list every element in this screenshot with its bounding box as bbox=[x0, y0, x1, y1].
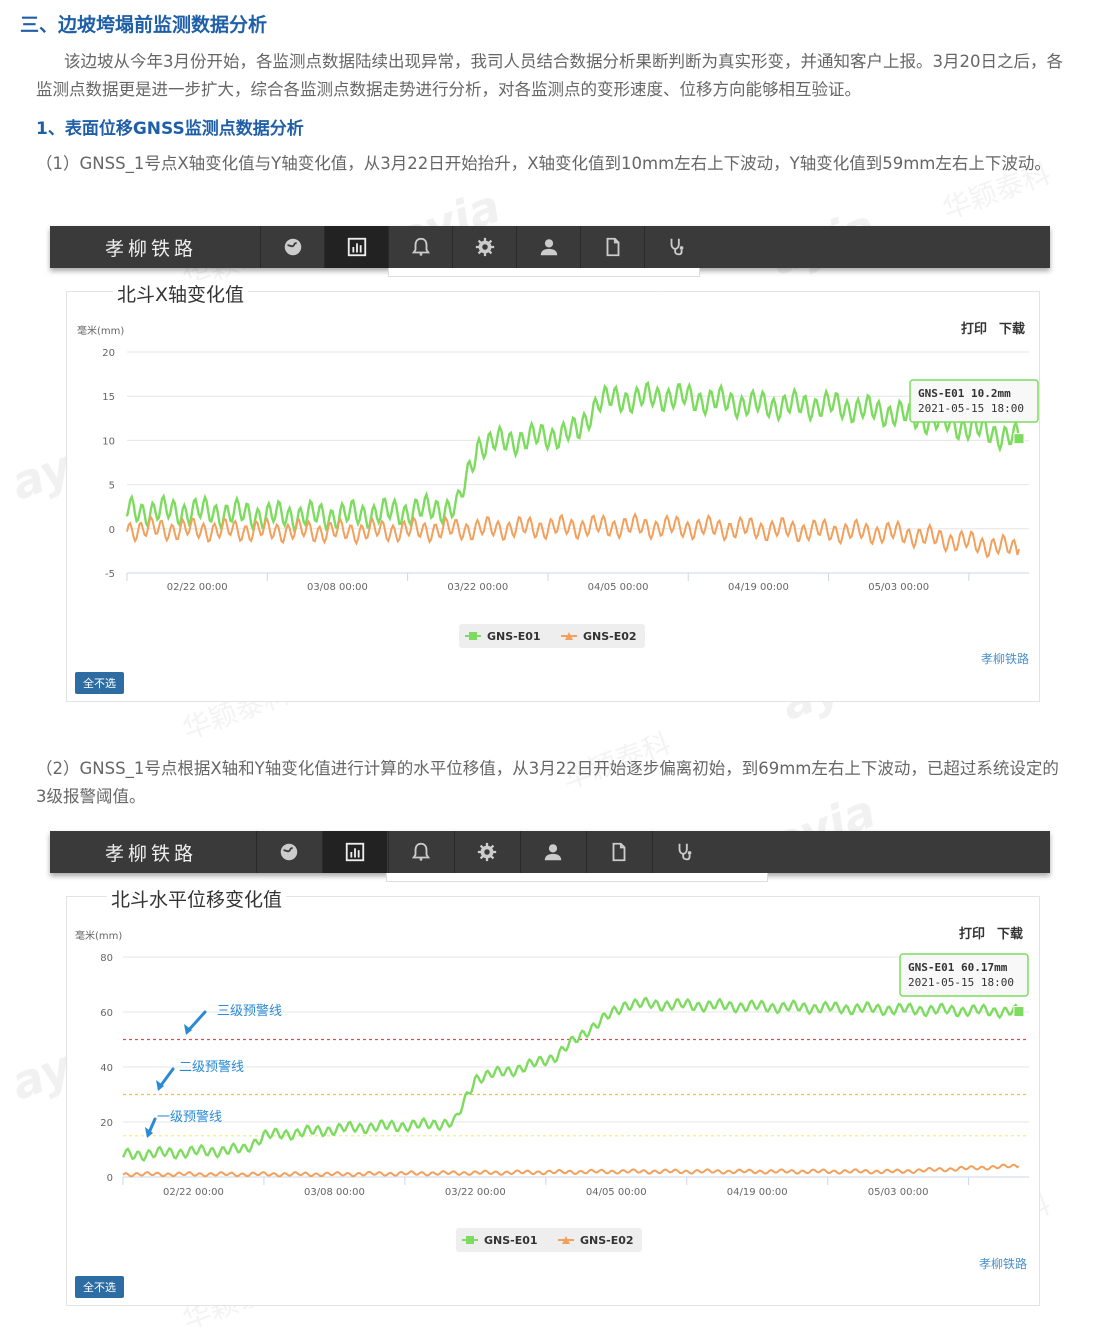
threshold-arrow-head bbox=[145, 1127, 153, 1138]
x-tick-label: 04/19 00:00 bbox=[727, 1187, 788, 1198]
chart-actions: 打印 下载 bbox=[949, 318, 1025, 337]
x-tick-label: 05/03 00:00 bbox=[868, 1187, 929, 1198]
user-icon[interactable] bbox=[516, 226, 581, 268]
legend-swatch-marker bbox=[469, 632, 477, 640]
y-tick-label: 60 bbox=[100, 1008, 113, 1019]
tooltip-title: GNS-E01 10.2mm bbox=[918, 387, 1011, 400]
y-tick-label: -5 bbox=[105, 569, 115, 580]
x-tick-label: 04/05 00:00 bbox=[586, 1187, 647, 1198]
paragraph-1: （1）GNSS_1号点X轴变化值与Y轴变化值，从3月22日开始抬升，X轴变化值到… bbox=[36, 154, 1051, 173]
app-navbar: 孝柳铁路 bbox=[50, 226, 1050, 268]
section-title: 三、边坡垮塌前监测数据分析 bbox=[20, 14, 268, 36]
document-icon[interactable] bbox=[586, 831, 651, 873]
x-tick-label: 04/19 00:00 bbox=[728, 582, 789, 593]
app-title: 孝柳铁路 bbox=[105, 238, 198, 260]
series-line-gns-e02 bbox=[126, 511, 1020, 559]
stethoscope-icon[interactable] bbox=[652, 831, 717, 873]
chart-title: 北斗水平位移变化值 bbox=[107, 885, 287, 912]
nav-tooltip-remnant bbox=[388, 268, 700, 277]
legend-label: GNS-E02 bbox=[583, 630, 637, 643]
tooltip-box bbox=[909, 379, 1039, 423]
gear-icon[interactable] bbox=[452, 226, 517, 268]
deselect-all-button[interactable]: 全不选 bbox=[75, 672, 124, 694]
bell-icon[interactable] bbox=[388, 226, 453, 268]
legend-swatch-marker bbox=[565, 632, 573, 640]
threshold-arrow-head bbox=[156, 1080, 164, 1091]
stethoscope-icon[interactable] bbox=[644, 226, 709, 268]
tooltip-time: 2021-05-15 18:00 bbox=[918, 402, 1024, 415]
threshold-label: 一级预警线 bbox=[157, 1109, 222, 1125]
x-tick-label: 03/08 00:00 bbox=[304, 1187, 365, 1198]
y-tick-label: 15 bbox=[102, 392, 115, 403]
tooltip-box bbox=[899, 953, 1029, 997]
chart-icon[interactable] bbox=[324, 226, 389, 268]
legend-box bbox=[459, 624, 645, 648]
bell-icon[interactable] bbox=[388, 831, 453, 873]
threshold-arrow-head bbox=[184, 1024, 192, 1035]
threshold-label: 二级预警线 bbox=[179, 1059, 244, 1075]
y-tick-label: 80 bbox=[100, 953, 113, 964]
legend-label: GNS-E02 bbox=[580, 1234, 634, 1247]
series-line-gns-e02 bbox=[122, 1163, 1020, 1178]
chart-title: 北斗X轴变化值 bbox=[113, 280, 249, 307]
y-tick-label: 20 bbox=[102, 348, 115, 359]
series-line-gns-e01 bbox=[125, 380, 1021, 533]
x-tick-label: 04/05 00:00 bbox=[588, 582, 649, 593]
x-tick-label: 05/03 00:00 bbox=[868, 582, 929, 593]
y-tick-label: 20 bbox=[100, 1118, 113, 1129]
chart-panel-horizontal: 北斗水平位移变化值 打印 下载 毫米(mm) 80 60 40 20 0 02/22 00:… bbox=[66, 885, 1040, 1306]
y-tick-label: 0 bbox=[109, 525, 115, 536]
x-tick-label: 03/22 00:00 bbox=[445, 1187, 506, 1198]
x-tick-label: 02/22 00:00 bbox=[163, 1187, 224, 1198]
data-point-marker bbox=[1013, 433, 1025, 445]
globe-icon[interactable] bbox=[260, 226, 325, 268]
download-link[interactable]: 下载 bbox=[996, 927, 1023, 942]
tooltip-title: GNS-E01 60.17mm bbox=[908, 961, 1008, 974]
app-title: 孝柳铁路 bbox=[105, 843, 198, 865]
chart-icon[interactable] bbox=[322, 831, 387, 873]
gear-icon[interactable] bbox=[454, 831, 519, 873]
y-axis-unit: 毫米(mm) bbox=[77, 326, 125, 337]
x-tick-label: 02/22 00:00 bbox=[167, 582, 228, 593]
data-point-marker bbox=[1013, 1006, 1025, 1018]
print-link[interactable]: 打印 bbox=[960, 322, 987, 337]
intro-paragraph: 该边坡从今年3月份开始，各监测点数据陆续出现异常，我司人员结合数据分析果断判断为… bbox=[36, 52, 1063, 99]
legend-label: GNS-E01 bbox=[487, 630, 541, 643]
user-icon[interactable] bbox=[520, 831, 585, 873]
app-navbar: 孝柳铁路 bbox=[50, 831, 1050, 873]
chart-credit-link[interactable]: 孝柳铁路 bbox=[978, 1257, 1027, 1271]
threshold-label: 三级预警线 bbox=[217, 1003, 282, 1019]
line-chart-x: 20 15 10 5 0 -5 02/22 00:00 03/08 00:00 03/22 00… bbox=[102, 348, 1039, 648]
tooltip-time: 2021-05-15 18:00 bbox=[908, 976, 1014, 989]
document-icon[interactable] bbox=[580, 226, 645, 268]
legend-label: GNS-E01 bbox=[484, 1234, 538, 1247]
legend-swatch-marker bbox=[562, 1236, 570, 1244]
print-link[interactable]: 打印 bbox=[958, 927, 985, 942]
chart-actions: 打印 下载 bbox=[947, 923, 1023, 942]
line-chart-horizontal: 80 60 40 20 0 02/22 00:00 03/08 00:00 03/22 00:… bbox=[100, 953, 1029, 1252]
x-tick-label: 03/08 00:00 bbox=[307, 582, 368, 593]
paragraph-2: （2）GNSS_1号点根据X轴和Y轴变化值进行计算的水平位移值，从3月22日开始… bbox=[36, 759, 1059, 806]
deselect-all-button[interactable]: 全不选 bbox=[75, 1276, 124, 1298]
globe-icon[interactable] bbox=[256, 831, 321, 873]
y-tick-label: 40 bbox=[100, 1063, 113, 1074]
nav-tooltip-remnant bbox=[386, 873, 768, 882]
sub-title: 1、表面位移GNSS监测点数据分析 bbox=[36, 119, 304, 139]
legend-box bbox=[456, 1228, 642, 1252]
legend-swatch-marker bbox=[466, 1236, 474, 1244]
x-tick-label: 03/22 00:00 bbox=[447, 582, 508, 593]
chart-panel-x: 北斗X轴变化值 打印 下载 毫米(mm) 20 15 10 5 0 -5 02/22 00:0… bbox=[66, 280, 1040, 702]
download-link[interactable]: 下载 bbox=[998, 322, 1025, 337]
y-tick-label: 5 bbox=[109, 481, 115, 492]
y-tick-label: 0 bbox=[107, 1173, 113, 1184]
y-axis-unit: 毫米(mm) bbox=[75, 931, 123, 942]
chart-credit-link[interactable]: 孝柳铁路 bbox=[980, 652, 1029, 666]
series-line-gns-e01 bbox=[121, 996, 1021, 1163]
y-tick-label: 10 bbox=[102, 436, 115, 447]
